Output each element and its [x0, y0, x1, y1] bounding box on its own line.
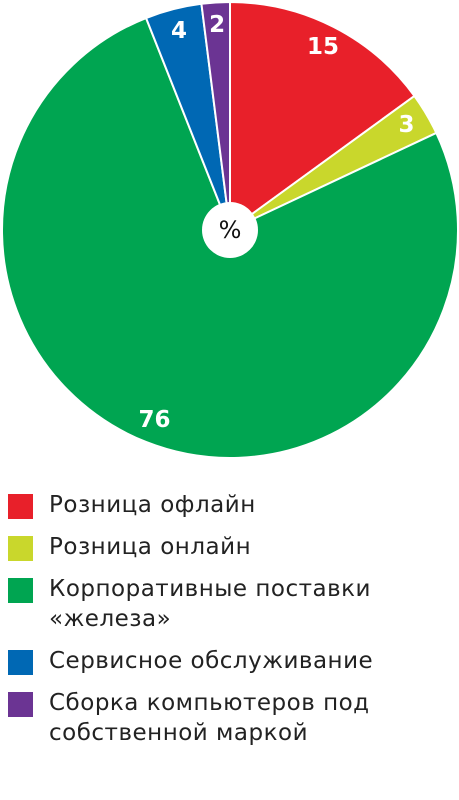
legend-swatch — [8, 578, 33, 603]
center-label: % — [219, 216, 242, 244]
legend-swatch — [8, 494, 33, 519]
slice-label: 3 — [398, 112, 414, 138]
legend-label: Розница онлайн — [49, 534, 252, 560]
legend-label: Сборка компьютеров под собственной марко… — [49, 690, 370, 746]
legend-swatch — [8, 650, 33, 675]
legend-item: Корпоративные поставки «железа» — [8, 574, 458, 634]
legend-label: Сервисное обслуживание — [49, 648, 374, 674]
slice-label: 15 — [307, 34, 339, 60]
legend-item: Сборка компьютеров под собственной марко… — [8, 688, 458, 748]
legend-label: Корпоративные поставки «железа» — [49, 576, 372, 632]
slice-label: 76 — [139, 407, 171, 433]
chart: 15 3 76 4 2% — [1, 0, 459, 459]
pie-slice — [200, 0, 231, 231]
legend-label: Розница офлайн — [49, 492, 256, 518]
legend-item: Розница офлайн — [8, 490, 458, 520]
legend: Розница офлайн Розница онлайн Корпоративны… — [8, 490, 458, 760]
slice-label: 2 — [209, 12, 225, 38]
legend-item: Сервисное обслуживание — [8, 646, 458, 676]
pie-slice — [229, 0, 416, 232]
legend-swatch — [8, 536, 33, 561]
legend-item: Розница онлайн — [8, 532, 458, 562]
slice-label: 4 — [171, 18, 187, 44]
center-hole — [202, 202, 258, 258]
legend-swatch — [8, 692, 33, 717]
